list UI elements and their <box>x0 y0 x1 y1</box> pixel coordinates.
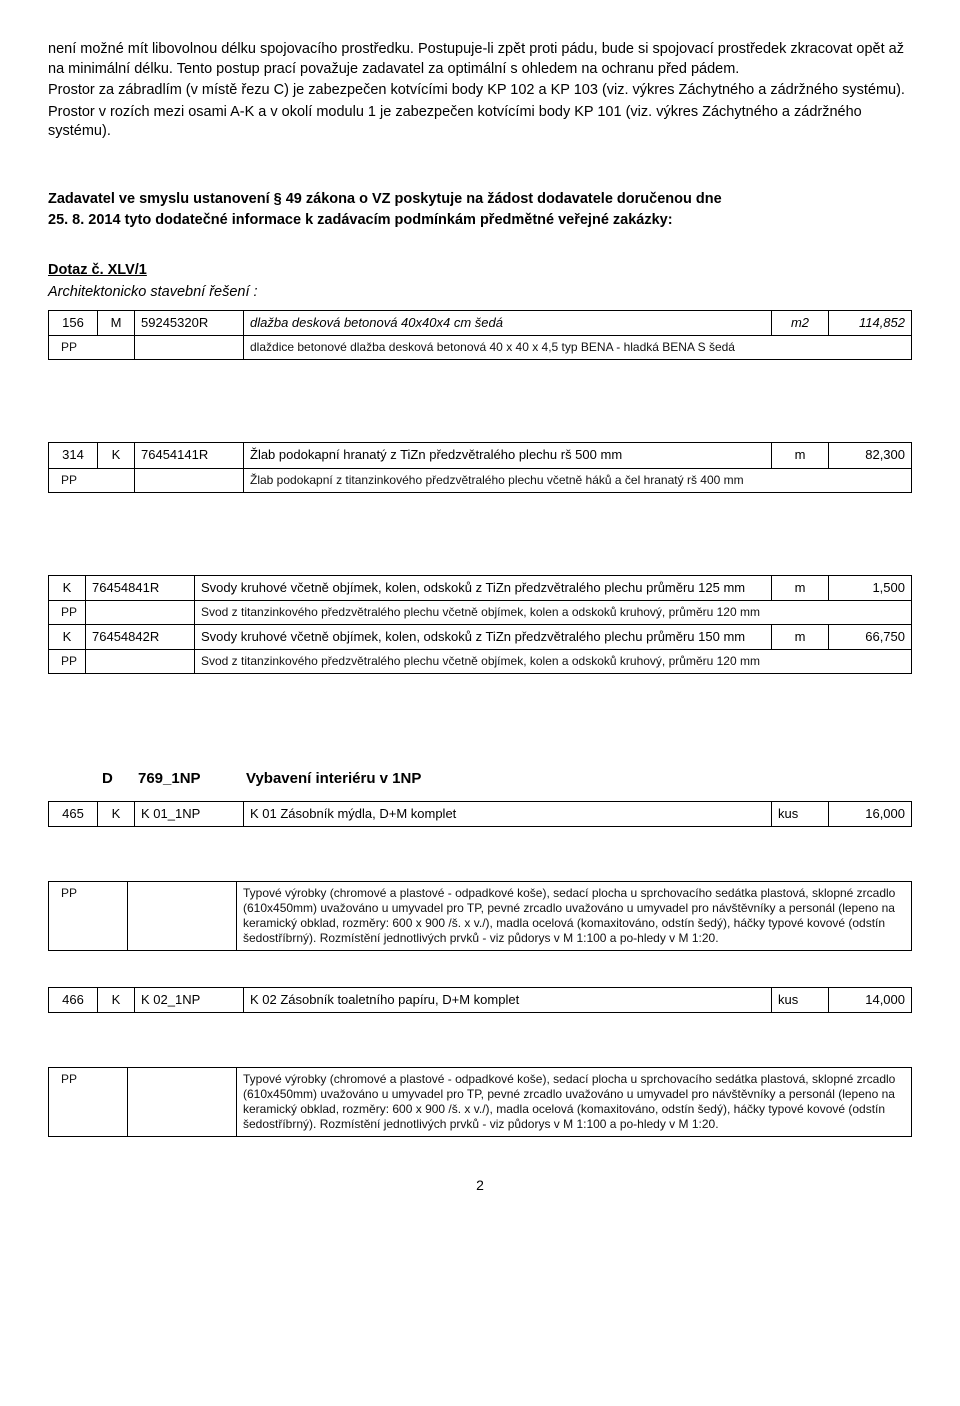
cell-pp-text: Svod z titanzinkového předzvětralého ple… <box>195 600 912 624</box>
heading-line1: Zadavatel ve smyslu ustanovení § 49 záko… <box>48 190 912 210</box>
heading-line2: 25. 8. 2014 tyto dodatečné informace k z… <box>48 211 912 231</box>
table-row-pp: PP Typové výrobky (chromové a plastové -… <box>49 882 912 951</box>
dotaz-subtitle: Architektonicko stavební řešení : <box>48 283 912 303</box>
table-svody: K 76454841R Svody kruhové včetně objímek… <box>48 575 912 675</box>
section-code: 769_1NP <box>132 766 240 793</box>
cell-unit: m2 <box>772 311 829 336</box>
cell-code: K 02_1NP <box>135 988 244 1013</box>
intro-p2: Prostor za zábradlím (v místě řezu C) je… <box>48 81 912 101</box>
table-row-pp: PP Svod z titanzinkového předzvětralého … <box>49 650 912 674</box>
cell-pp-label: PP <box>49 336 135 360</box>
cell-unit: kus <box>772 988 829 1013</box>
table-item-466: 466 K K 02_1NP K 02 Zásobník toaletního … <box>48 987 912 1013</box>
table-row: 156 M 59245320R dlažba desková betonová … <box>49 311 912 336</box>
table-row: K 76454841R Svody kruhové včetně objímek… <box>49 575 912 600</box>
cell-unit: m <box>772 443 829 468</box>
table-row: 466 K K 02_1NP K 02 Zásobník toaletního … <box>49 988 912 1013</box>
section-header: D 769_1NP Vybavení interiéru v 1NP <box>48 766 912 793</box>
cell-unit: m <box>772 575 829 600</box>
cell-code: K 01_1NP <box>135 801 244 826</box>
section-d: D <box>96 766 132 793</box>
cell-num: 465 <box>49 801 98 826</box>
cell-qty: 114,852 <box>829 311 912 336</box>
cell-unit: m <box>772 624 829 649</box>
cell-num: 156 <box>49 311 98 336</box>
table-item-465: 465 K K 01_1NP K 01 Zásobník mýdla, D+M … <box>48 801 912 827</box>
table-row-pp: PP dlaždice betonové dlažba desková beto… <box>49 336 912 360</box>
cell-code: 76454841R <box>86 575 195 600</box>
page-number: 2 <box>48 1177 912 1193</box>
table-row: 465 K K 01_1NP K 01 Zásobník mýdla, D+M … <box>49 801 912 826</box>
cell-type: K <box>98 988 135 1013</box>
cell-num: 314 <box>49 443 98 468</box>
cell-type: K <box>49 624 86 649</box>
cell-code: 76454141R <box>135 443 244 468</box>
table-item-465-pp: PP Typové výrobky (chromové a plastové -… <box>48 881 912 951</box>
cell-type: K <box>98 443 135 468</box>
cell-desc: Žlab podokapní hranatý z TiZn předzvětra… <box>244 443 772 468</box>
cell-qty: 16,000 <box>829 801 912 826</box>
cell-code: 59245320R <box>135 311 244 336</box>
table-item-156: 156 M 59245320R dlažba desková betonová … <box>48 310 912 360</box>
cell-type: M <box>98 311 135 336</box>
cell-type: K <box>98 801 135 826</box>
cell-pp-label: PP <box>49 650 86 674</box>
cell-pp-text: Svod z titanzinkového předzvětralého ple… <box>195 650 912 674</box>
table-row-pp: PP Žlab podokapní z titanzinkového předz… <box>49 468 912 492</box>
cell-pp-label: PP <box>49 1068 128 1137</box>
cell-pp-text: Typové výrobky (chromové a plastové - od… <box>237 882 912 951</box>
cell-qty: 14,000 <box>829 988 912 1013</box>
cell-desc: K 01 Zásobník mýdla, D+M komplet <box>244 801 772 826</box>
cell-qty: 1,500 <box>829 575 912 600</box>
cell-pp-text: dlaždice betonové dlažba desková betonov… <box>244 336 912 360</box>
table-row: K 76454842R Svody kruhové včetně objímek… <box>49 624 912 649</box>
section-title: Vybavení interiéru v 1NP <box>240 766 774 793</box>
cell-qty: 82,300 <box>829 443 912 468</box>
cell-pp-text: Žlab podokapní z titanzinkového předzvět… <box>244 468 912 492</box>
section-header-row: D 769_1NP Vybavení interiéru v 1NP <box>48 766 912 793</box>
cell-unit: kus <box>772 801 829 826</box>
cell-desc: Svody kruhové včetně objímek, kolen, ods… <box>195 624 772 649</box>
cell-code: 76454842R <box>86 624 195 649</box>
cell-desc: dlažba desková betonová 40x40x4 cm šedá <box>244 311 772 336</box>
cell-pp-label: PP <box>49 600 86 624</box>
table-row-pp: PP Typové výrobky (chromové a plastové -… <box>49 1068 912 1137</box>
cell-type: K <box>49 575 86 600</box>
intro-p1: není možné mít libovolnou délku spojovac… <box>48 40 912 79</box>
intro-p3: Prostor v rozích mezi osami A-K a v okol… <box>48 103 912 142</box>
table-item-466-pp: PP Typové výrobky (chromové a plastové -… <box>48 1067 912 1137</box>
table-row-pp: PP Svod z titanzinkového předzvětralého … <box>49 600 912 624</box>
cell-desc: K 02 Zásobník toaletního papíru, D+M kom… <box>244 988 772 1013</box>
table-row: 314 K 76454141R Žlab podokapní hranatý z… <box>49 443 912 468</box>
cell-num: 466 <box>49 988 98 1013</box>
dotaz-label: Dotaz č. XLV/1 <box>48 261 912 281</box>
cell-pp-label: PP <box>49 882 128 951</box>
cell-pp-text: Typové výrobky (chromové a plastové - od… <box>237 1068 912 1137</box>
cell-desc: Svody kruhové včetně objímek, kolen, ods… <box>195 575 772 600</box>
cell-qty: 66,750 <box>829 624 912 649</box>
table-item-314: 314 K 76454141R Žlab podokapní hranatý z… <box>48 442 912 492</box>
cell-pp-label: PP <box>49 468 135 492</box>
